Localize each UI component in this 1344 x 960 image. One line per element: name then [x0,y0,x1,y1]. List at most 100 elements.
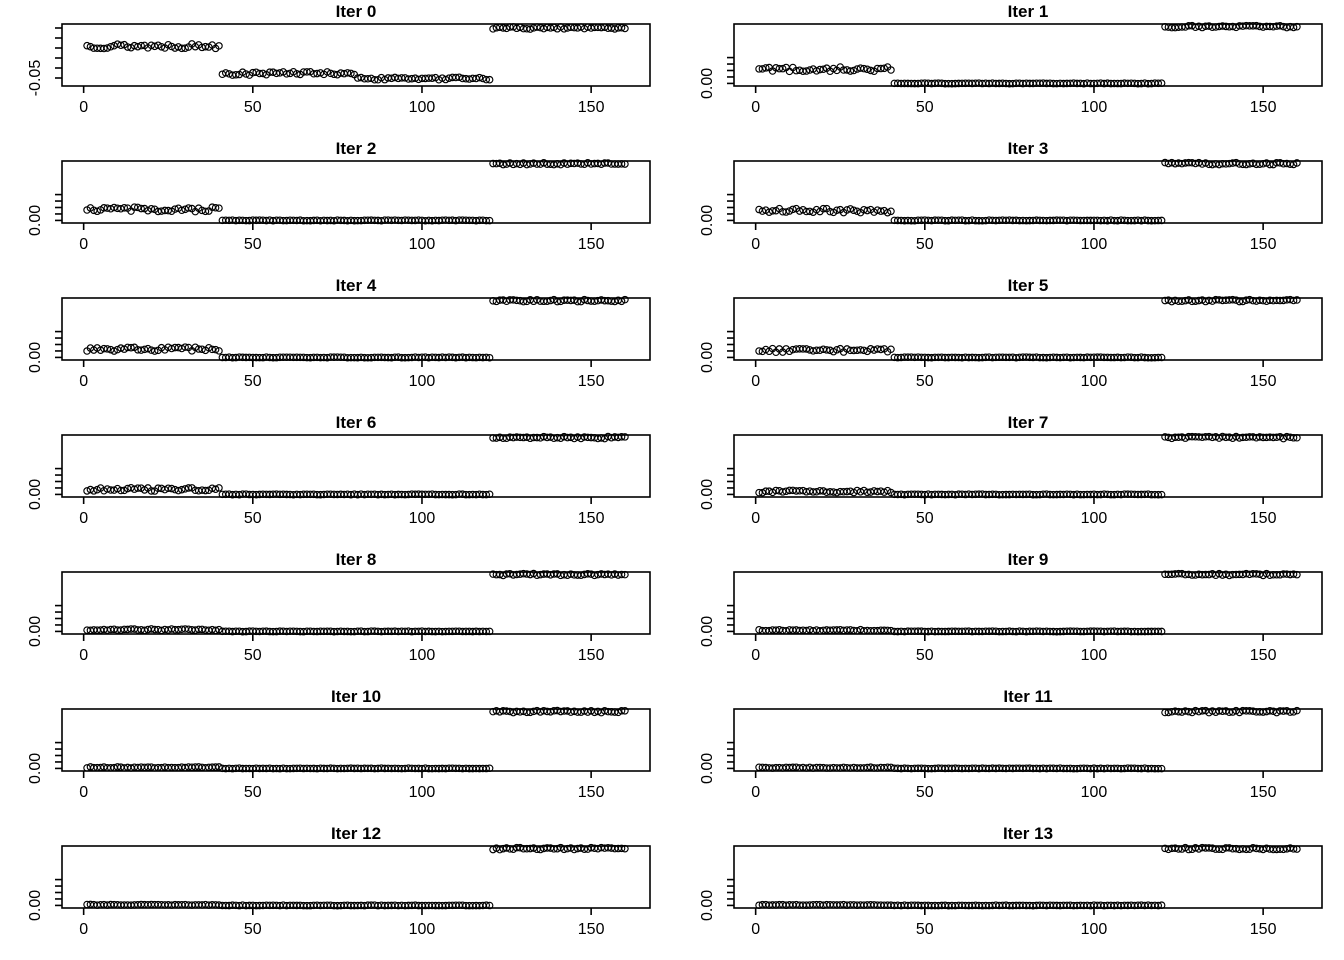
plot-title: Iter 7 [1008,413,1049,432]
data-point [1154,216,1163,225]
x-axis-tick-label: 100 [1081,647,1108,664]
data-point [485,216,494,225]
data-point [482,901,491,909]
data-point [137,41,145,50]
x-axis-tick-label: 100 [409,373,436,390]
x-axis-tick-label: 150 [578,373,605,390]
data-point [1242,845,1250,854]
data-point [211,763,220,771]
x-axis-tick-label: 50 [916,647,934,664]
x-axis-tick-label: 150 [1250,236,1277,253]
data-point [560,25,568,33]
plot-box [733,708,1323,772]
data-point [215,347,223,355]
data-point [106,42,115,51]
data-point [1232,296,1240,304]
data-point [194,345,203,353]
x-axis-tick-label: 100 [409,99,436,116]
x-axis-tick-label: 50 [244,236,262,253]
data-point [539,159,548,167]
data-point [475,73,484,82]
data-point [533,295,541,304]
data-point [1161,433,1169,441]
data-point [553,297,562,306]
data-point [1289,296,1298,305]
plot-title: Iter 2 [336,139,377,158]
x-axis-tick-label: 150 [578,921,605,938]
data-point [215,484,223,492]
data-point [1154,353,1163,362]
data-point [853,207,861,216]
x-axis-tick-label: 100 [409,236,436,253]
data-point [758,65,767,73]
data-point [570,296,578,304]
data-point [1266,707,1274,715]
x-axis-tick-label: 0 [751,236,760,253]
data-point [617,707,626,715]
data-point [482,75,491,84]
data-point [1293,22,1301,31]
data-points [755,21,1301,88]
x-axis-tick-label: 0 [79,510,88,527]
data-point [120,204,129,212]
x-axis-tick-label: 0 [751,784,760,801]
x-axis-tick-label: 0 [79,921,88,938]
data-point [849,66,858,75]
plot-panel-iter-1: Iter 1 0 50 100 150 0.00 [672,0,1344,137]
data-point [215,763,223,771]
data-point [1279,845,1288,854]
x-axis-tick-label: 150 [1250,784,1277,801]
data-point [174,486,183,495]
plot-canvas: Iter 7 0 50 100 150 0.00 [699,413,1323,527]
data-point [1276,21,1284,30]
data-point [1228,295,1237,304]
x-axis-tick-label: 100 [409,784,436,801]
data-point [181,343,189,351]
data-point [617,160,626,168]
y-axis-tick-label: 0.00 [27,753,44,784]
x-axis-tick-label: 0 [751,510,760,527]
data-point [880,64,888,73]
data-point [86,42,95,51]
data-point [1289,708,1298,716]
data-point [370,75,379,84]
data-point [482,627,491,636]
data-point [529,844,538,852]
data-point [259,69,267,78]
data-point [621,160,629,168]
data-points [83,706,629,773]
y-axis-tick-label: -0.05 [27,60,44,97]
plot-canvas: Iter 11 0 50 100 150 0.00 [699,687,1323,801]
y-axis-tick-label: 0.00 [699,753,716,784]
x-axis-tick-label: 100 [409,510,436,527]
plot-canvas: Iter 5 0 50 100 150 0.00 [699,276,1323,390]
data-point [106,486,115,494]
x-axis-tick-label: 100 [1081,921,1108,938]
data-point [502,297,511,306]
data-point [201,207,210,216]
x-axis-tick-label: 0 [751,647,760,664]
data-point [516,23,524,32]
data-point [100,44,108,53]
data-point [1157,490,1166,499]
data-point [1293,296,1301,304]
data-point [866,66,875,75]
x-axis-tick-label: 150 [1250,921,1277,938]
data-point [1157,353,1166,362]
data-point [201,486,210,495]
data-point [502,24,511,33]
data-point [489,25,497,33]
data-point [499,571,507,580]
data-point [93,207,101,216]
data-point [140,626,149,635]
plot-canvas: Iter 6 0 50 100 150 0.00 [27,413,651,527]
plot-title: Iter 5 [1008,276,1049,295]
data-point [863,65,872,74]
data-point [127,343,135,352]
data-point [502,844,511,852]
data-point [1252,570,1261,578]
data-point [123,43,132,51]
data-point [147,487,156,495]
x-axis-tick-label: 0 [79,647,88,664]
